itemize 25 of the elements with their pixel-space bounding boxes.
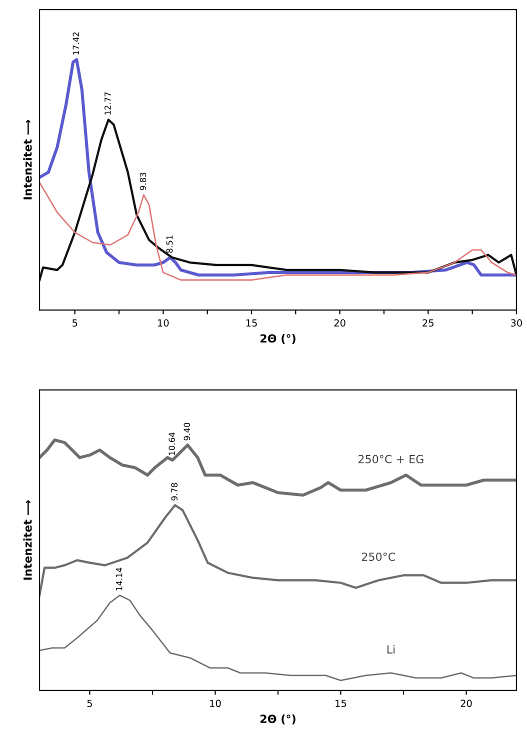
x-tick-label: 20 [460, 700, 472, 708]
x-tick-label: 20 [334, 319, 346, 327]
x-tick-label: 10 [158, 319, 169, 327]
annotation: 12.77 [104, 92, 111, 115]
annotation: 9.78 [171, 483, 178, 500]
annotation: 14.14 [116, 568, 122, 590]
series-label: 250°C [362, 552, 396, 561]
y-axis-title: Intenzitet ⟶ [23, 500, 32, 580]
series-label: Li [387, 645, 395, 654]
x-tick-label: 30 [511, 319, 522, 327]
x-axis-title: 2Θ (°) [260, 334, 296, 344]
x-axis-title: 2Θ (°) [260, 714, 296, 724]
annotation: 9.83 [140, 172, 146, 190]
x-tick-label: 5 [87, 700, 92, 708]
annotation: 10.64 [168, 432, 175, 455]
x-tick-label: 10 [210, 700, 221, 708]
y-axis-title: Intenzitet ⟶ [23, 120, 32, 200]
x-tick-label: 15 [246, 319, 257, 327]
annotation: 17.42 [72, 32, 79, 55]
annotation: 8.51 [166, 236, 173, 253]
x-tick-label: 5 [72, 319, 78, 327]
annotation: 9.40 [184, 422, 190, 440]
series-label: 250°C + EG [358, 454, 424, 464]
x-tick-label: 15 [336, 700, 346, 708]
x-tick-label: 25 [422, 319, 434, 327]
